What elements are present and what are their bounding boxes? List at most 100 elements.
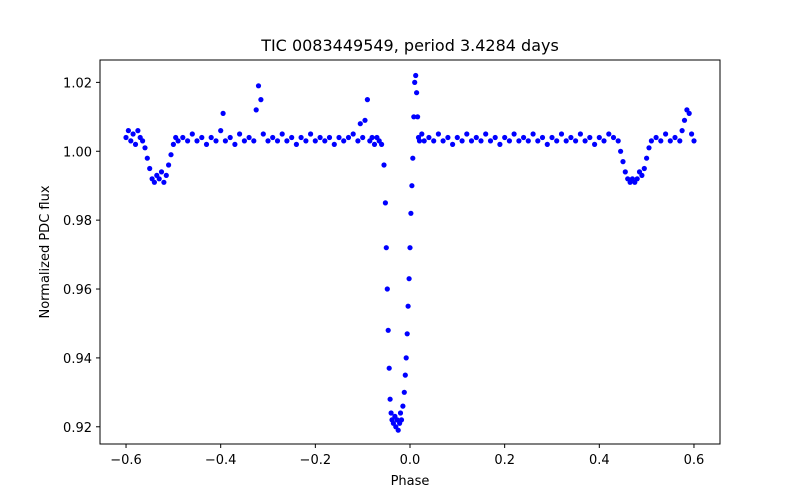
data-point [144,155,150,161]
data-point [618,148,624,154]
data-point [487,138,494,144]
data-point [539,134,546,141]
data-point [411,114,417,120]
data-point [406,276,412,282]
data-point [175,138,181,144]
data-point [168,152,174,158]
data-point [648,138,655,144]
data-point [404,331,410,337]
data-point [151,179,157,185]
data-point [208,134,214,141]
data-point [544,141,550,147]
data-point [445,134,451,141]
data-point [426,134,432,141]
data-point [478,138,484,144]
data-point [483,131,489,137]
data-point [253,107,259,113]
data-point [147,165,153,172]
data-point [317,134,323,141]
data-point [123,134,129,141]
y-tick-label: 1.02 [63,76,92,91]
data-point [246,134,252,141]
data-point [573,138,579,144]
data-point [416,138,423,144]
data-point [382,200,388,206]
data-point [558,131,565,137]
data-point [506,138,512,144]
data-point [667,138,673,144]
y-tick-label: 0.94 [63,352,92,367]
data-point [568,134,574,141]
data-point [303,138,309,144]
data-point [388,410,394,416]
data-point [237,131,243,137]
data-point [413,72,419,79]
data-point [412,79,418,85]
data-point [450,141,456,147]
data-point [615,138,621,144]
data-point [284,138,290,144]
data-point [166,162,172,168]
data-point [653,134,659,141]
data-point [689,131,695,137]
data-point [549,134,555,141]
data-point [130,131,136,137]
data-point [227,134,233,141]
x-axis-ticks: −0.6 −0.4 −0.2 0.0 0.2 0.4 0.6 [110,444,704,468]
data-point [492,134,498,141]
data-point [308,131,314,137]
data-point [369,134,375,141]
data-point [222,138,228,144]
x-tick-label: −0.2 [300,453,332,468]
data-point [203,141,210,147]
data-point [606,131,612,137]
data-point [386,365,392,371]
data-points [123,72,697,433]
data-point [194,138,200,144]
data-point [511,131,517,137]
data-point [502,134,508,141]
data-point [158,169,165,175]
data-point [218,128,224,134]
data-point [663,131,669,137]
data-point [587,134,593,141]
data-point [326,134,333,141]
data-point [415,114,421,120]
data-point [563,138,569,144]
data-point [232,141,238,147]
data-point [345,134,352,141]
y-tick-label: 0.92 [63,421,92,436]
data-point [401,389,407,395]
data-point [407,245,413,251]
data-point [293,141,299,147]
data-point [360,134,366,141]
data-point [125,128,131,134]
data-point [516,138,522,144]
data-point [592,141,598,147]
data-point [639,172,645,178]
data-point [220,110,226,116]
data-point [274,138,281,144]
data-point [298,134,304,141]
data-point [255,83,262,89]
data-point [185,138,191,144]
data-point [497,141,503,147]
data-point [289,134,295,141]
data-point [385,327,391,333]
data-point [634,176,640,182]
data-point [525,138,531,144]
data-point [402,372,408,378]
data-point [336,134,342,141]
data-point [371,141,378,147]
data-point [260,131,266,137]
data-point [132,141,139,147]
data-point [459,138,465,144]
x-tick-label: 0.0 [400,453,421,468]
y-tick-label: 0.96 [63,283,92,298]
data-point [383,245,389,251]
data-point [681,117,688,123]
y-tick-label: 0.98 [63,214,92,229]
data-point [258,97,264,103]
data-point [622,169,628,175]
